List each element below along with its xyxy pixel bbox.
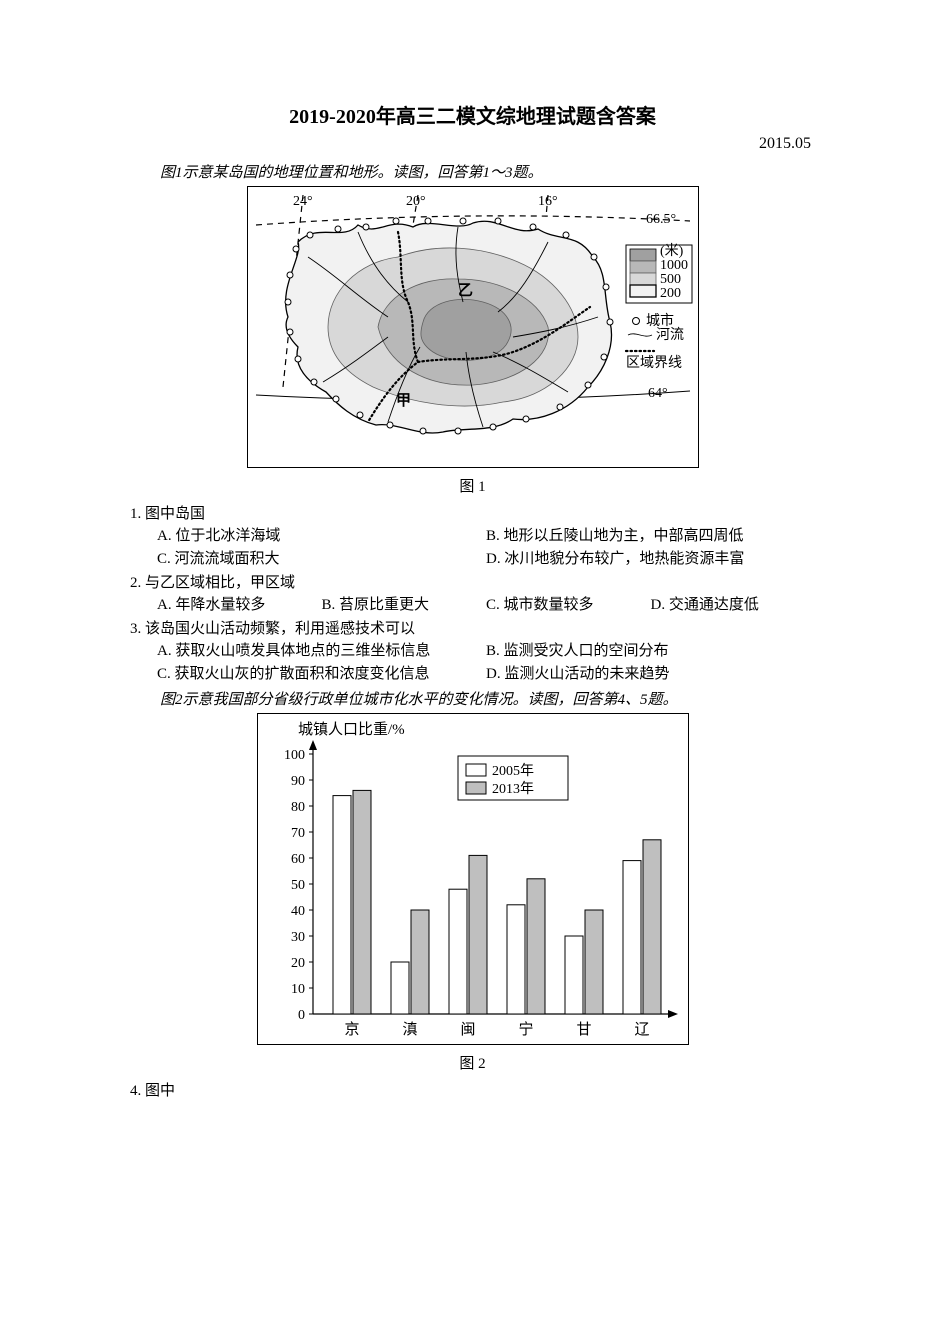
svg-text:100: 100: [284, 748, 305, 763]
legend-1000: 1000: [660, 258, 688, 273]
svg-text:40: 40: [291, 904, 305, 919]
figure-1-caption: 图 1: [130, 475, 815, 496]
bar-2005-甘: [565, 936, 583, 1014]
svg-text:20: 20: [291, 956, 305, 971]
bar-2005-闽: [449, 889, 467, 1014]
bar-2013-宁: [527, 879, 545, 1014]
xlabel-闽: 闽: [460, 1021, 475, 1038]
intro-1: 图1示意某岛国的地理位置和地形。读图，回答第1～3题。: [130, 161, 815, 182]
figure-1-map: 甲 乙 24° 20° 16° 66.5° 64° (米) 1000 500 2…: [247, 186, 699, 468]
q2-options: A. 年降水量较多 B. 苔原比重更大 C. 城市数量较多 D. 交通通达度低: [157, 592, 815, 615]
q1-B: B. 地形以丘陵山地为主，中部高四周低: [486, 523, 815, 546]
svg-text:60: 60: [291, 852, 305, 867]
q1-D: D. 冰川地貌分布较广，地热能资源丰富: [486, 546, 815, 569]
figure-2-wrap: 城镇人口比重/% 0 10 20 30 40 50 60 70 80 90 100 2005年 20…: [130, 713, 815, 1050]
q2-stem: 2. 与乙区域相比，甲区域: [130, 571, 815, 592]
svg-text:80: 80: [291, 800, 305, 815]
xlabel-京: 京: [344, 1021, 359, 1038]
q3-options: A. 获取火山喷发具体地点的三维坐标信息 B. 监测受灾人口的空间分布 C. 获…: [157, 638, 815, 684]
bars-group: 京滇闽宁甘辽: [333, 790, 661, 1038]
bar-2005-宁: [507, 905, 525, 1014]
page-title: 2019-2020年高三二模文综地理试题含答案: [130, 100, 815, 129]
xlabel-甘: 甘: [576, 1021, 591, 1038]
q3-A: A. 获取火山喷发具体地点的三维坐标信息: [157, 638, 486, 661]
legend-city: 城市: [646, 312, 674, 329]
intro-2: 图2示意我国部分省级行政单位城市化水平的变化情况。读图，回答第4、5题。: [130, 688, 815, 709]
q2-D: D. 交通通达度低: [651, 592, 816, 615]
lon-20: 20°: [406, 194, 426, 209]
exam-page: 2019-2020年高三二模文综地理试题含答案 2015.05 图1示意某岛国的…: [0, 0, 945, 1337]
q4-stem: 4. 图中: [130, 1079, 815, 1100]
legend-river: 河流: [656, 327, 684, 343]
q3-stem: 3. 该岛国火山活动频繁，利用遥感技术可以: [130, 617, 815, 638]
legend-2005: 2005年: [492, 763, 534, 779]
chart-ylabel: 城镇人口比重/%: [298, 721, 405, 738]
q2-C: C. 城市数量较多: [486, 592, 651, 615]
xlabel-辽: 辽: [634, 1021, 649, 1038]
bar-2013-甘: [585, 910, 603, 1014]
q2-B: B. 苔原比重更大: [322, 592, 487, 615]
map-legend: (米) 1000 500 200 城市 河流 区域界线: [626, 243, 692, 371]
bar-2013-京: [353, 790, 371, 1014]
svg-text:50: 50: [291, 878, 305, 893]
svg-text:0: 0: [298, 1008, 305, 1023]
chart-legend: 2005年 2013年: [458, 756, 568, 800]
svg-text:30: 30: [291, 930, 305, 945]
y-axis-arrow: [309, 740, 317, 750]
legend-2013: 2013年: [492, 781, 534, 797]
svg-text:70: 70: [291, 826, 305, 841]
q1-C: C. 河流流域面积大: [157, 546, 486, 569]
figure-1-wrap: 甲 乙 24° 20° 16° 66.5° 64° (米) 1000 500 2…: [130, 186, 815, 473]
legend-500: 500: [660, 272, 681, 287]
label-jia: 甲: [396, 392, 411, 409]
legend-title: (米): [660, 243, 684, 259]
q1-A: A. 位于北冰洋海域: [157, 523, 486, 546]
bar-2013-滇: [411, 910, 429, 1014]
q2-A: A. 年降水量较多: [157, 592, 322, 615]
q3-C: C. 获取火山灰的扩散面积和浓度变化信息: [157, 661, 486, 684]
bar-2005-京: [333, 796, 351, 1014]
y-ticks: 0 10 20 30 40 50 60 70 80 90 100: [284, 748, 313, 1023]
legend-boundary: 区域界线: [626, 355, 682, 371]
elev-top: [420, 299, 510, 360]
figure-2-caption: 图 2: [130, 1052, 815, 1073]
page-date: 2015.05: [130, 135, 815, 153]
bar-2005-辽: [623, 861, 641, 1014]
lat-64: 64°: [648, 386, 668, 401]
q1-options: A. 位于北冰洋海域 B. 地形以丘陵山地为主，中部高四周低 C. 河流流域面积…: [157, 523, 815, 569]
q1-stem: 1. 图中岛国: [130, 502, 815, 523]
lon-24: 24°: [293, 194, 313, 209]
q3-B: B. 监测受灾人口的空间分布: [486, 638, 815, 661]
bar-2005-滇: [391, 962, 409, 1014]
lat-665: 66.5°: [646, 212, 676, 227]
legend-200: 200: [660, 286, 681, 301]
x-axis-arrow: [668, 1010, 678, 1018]
lon-16: 16°: [538, 194, 558, 209]
xlabel-宁: 宁: [518, 1021, 533, 1038]
bar-2013-闽: [469, 855, 487, 1014]
xlabel-滇: 滇: [402, 1021, 417, 1038]
svg-text:90: 90: [291, 774, 305, 789]
label-yi: 乙: [458, 283, 473, 299]
q3-D: D. 监测火山活动的未来趋势: [486, 661, 815, 684]
figure-2-chart: 城镇人口比重/% 0 10 20 30 40 50 60 70 80 90 100 2005年 20…: [257, 713, 689, 1045]
bar-2013-辽: [643, 840, 661, 1014]
svg-text:10: 10: [291, 982, 305, 997]
